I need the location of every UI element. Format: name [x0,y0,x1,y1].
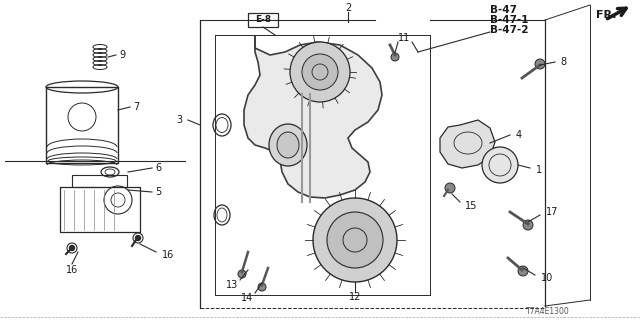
Text: E-8: E-8 [255,15,271,25]
Text: 14: 14 [241,293,253,303]
Text: 10: 10 [541,273,553,283]
Text: 17: 17 [546,207,558,217]
Text: 7: 7 [133,102,139,112]
Circle shape [238,270,246,278]
Polygon shape [244,35,382,198]
Circle shape [302,54,338,90]
Text: 16: 16 [66,265,78,275]
Text: 9: 9 [119,50,125,60]
Text: B-47-2: B-47-2 [490,25,529,35]
Text: 16: 16 [162,250,174,260]
Ellipse shape [277,132,299,158]
Circle shape [313,198,397,282]
Text: 11: 11 [398,33,410,43]
Text: 2: 2 [345,3,351,13]
Circle shape [290,42,350,102]
Polygon shape [440,120,495,168]
Text: 1: 1 [536,165,542,175]
Circle shape [518,266,528,276]
Text: 15: 15 [465,201,477,211]
Circle shape [523,220,533,230]
Circle shape [327,212,383,268]
Text: 4: 4 [516,130,522,140]
Circle shape [445,183,455,193]
Text: T7A4E1300: T7A4E1300 [526,308,570,316]
Bar [46,87,118,163]
Text: 5: 5 [155,187,161,197]
Text: B-47-1: B-47-1 [490,15,529,25]
Circle shape [136,236,141,241]
Circle shape [70,245,74,251]
Bar [72,175,127,187]
Circle shape [391,53,399,61]
Text: 3: 3 [176,115,182,125]
Text: 12: 12 [349,292,361,302]
Text: FR.: FR. [596,10,616,20]
Text: 6: 6 [155,163,161,173]
Text: 8: 8 [560,57,566,67]
Text: 13: 13 [226,280,238,290]
Text: B-47: B-47 [490,5,517,15]
Circle shape [535,59,545,69]
Ellipse shape [269,124,307,166]
Bar [248,13,278,27]
Circle shape [258,283,266,291]
Circle shape [482,147,518,183]
Bar [60,187,140,232]
